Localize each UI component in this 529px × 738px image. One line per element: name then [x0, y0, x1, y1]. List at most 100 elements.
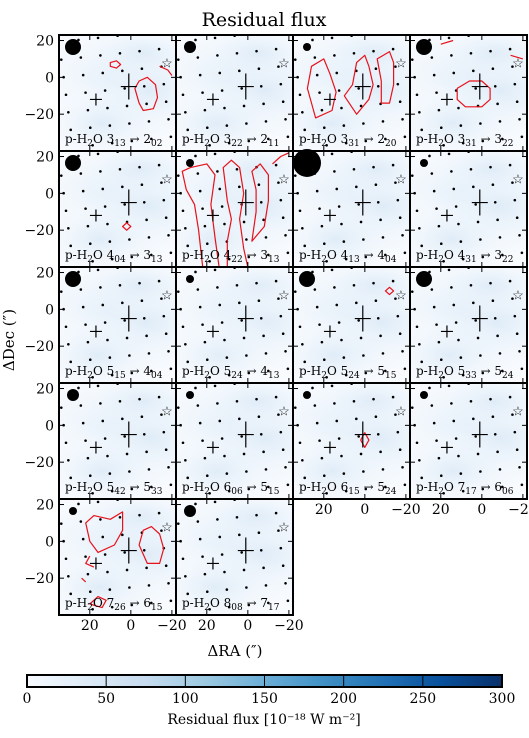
spaxel-dot [439, 358, 443, 362]
residual-blob [308, 151, 410, 203]
spaxel-dot [432, 189, 436, 193]
contour-set [109, 60, 173, 112]
contour-set [360, 432, 370, 448]
spaxel-dot [96, 152, 100, 156]
spaxel-dot [520, 483, 524, 487]
spaxel-dot [167, 581, 170, 585]
spaxel-dot [194, 154, 197, 158]
beam-size [420, 391, 428, 399]
transition-label: p-H2O 404 → 313 [65, 248, 163, 265]
spaxel-dot [84, 207, 87, 210]
spaxel-dot [374, 415, 378, 419]
spaxel-dot [138, 165, 141, 169]
spaxel-dot [513, 430, 517, 434]
spaxel-dot [344, 489, 348, 493]
spaxel-dot [108, 588, 112, 591]
spaxel-dot [518, 349, 521, 353]
spaxel-dot [203, 108, 207, 112]
x-tick-label: 20 [81, 618, 99, 634]
spaxel-dot [118, 51, 122, 55]
spaxel-dot [242, 568, 246, 572]
secondary-cross [440, 93, 453, 106]
spaxel-dot [435, 439, 438, 442]
spaxel-dot [298, 209, 302, 213]
spaxel-dot [298, 441, 302, 445]
spaxel-dot [81, 189, 85, 193]
spaxel-dot [498, 236, 502, 239]
spaxel-dot [491, 299, 495, 303]
colorbar-label: Residual flux [10⁻¹⁸ W m⁻²] [167, 712, 360, 728]
transition-label: p-H2O 606 → 515 [182, 480, 280, 497]
contour-line [159, 65, 173, 76]
y-tick-label: −20 [24, 107, 54, 123]
spaxel-dot [67, 342, 70, 346]
secondary-cross [89, 557, 102, 570]
source-cross [354, 189, 371, 216]
panel: ☆ p-H2O 515 → 404 20 0 −20 [24, 266, 177, 384]
beam-size [186, 275, 194, 283]
spaxel-dot [293, 290, 297, 293]
spaxel-dot [123, 87, 126, 90]
spaxel-dot [277, 529, 280, 532]
spaxel-dot [301, 342, 304, 346]
spaxel-grid [59, 151, 173, 263]
spaxel-dot [227, 373, 231, 377]
spaxel-dot [481, 255, 485, 259]
transition-label: p-H2O 615 → 524 [299, 480, 397, 497]
spaxel-dot [147, 584, 151, 587]
spaxel-dot [157, 47, 161, 51]
spaxel-dot [481, 139, 485, 143]
spaxel-dot [337, 89, 341, 92]
spaxel-dot [125, 568, 129, 572]
spaxel-dot [205, 474, 209, 478]
residual-blob [423, 151, 527, 203]
spaxel-dot [91, 259, 94, 263]
spaxel-dot [418, 226, 421, 230]
spaxel-dot [372, 165, 375, 169]
spaxel-dot [164, 332, 168, 336]
spaxel-dot [208, 259, 211, 263]
panel: ☆ p-H2O 606 → 515 [175, 382, 294, 500]
spaxel-dot [335, 303, 339, 307]
spaxel-dot [511, 297, 514, 300]
spaxel-grid [59, 499, 173, 611]
spaxel-dot [257, 531, 261, 535]
spaxel-dot [277, 297, 280, 300]
secondary-cross [206, 209, 219, 222]
spaxel-dot [240, 435, 243, 438]
spaxel-dot [520, 135, 524, 139]
spaxel-dot [362, 354, 365, 357]
spaxel-dot [496, 218, 499, 222]
spaxel-dot [286, 367, 290, 371]
spaxel-dot [106, 454, 109, 458]
residual-blob [189, 383, 293, 435]
transition-label: p-H2O 313 → 202 [65, 132, 162, 149]
panel-ticks [293, 151, 410, 267]
spaxel-dot [432, 421, 436, 425]
spaxel-grid [176, 151, 290, 263]
spaxel-dot [167, 349, 170, 353]
spaxel-dot [227, 141, 231, 145]
spaxel-dot [362, 238, 365, 241]
spaxel-dot [506, 30, 509, 33]
source-cross [237, 537, 254, 564]
spaxel-dot [201, 439, 204, 442]
spaxel-dot [142, 200, 146, 204]
panel: ☆ p-H2O 726 → 615 20 0 −20 20 0 −20 [24, 498, 186, 634]
spaxel-dot [69, 592, 73, 596]
star-marker: ☆ [512, 173, 524, 188]
panel: ☆ p-H2O 615 → 524 20 0 −20 [292, 382, 421, 518]
spaxel-dot [181, 325, 185, 329]
spaxel-dot [320, 456, 324, 460]
spaxel-dot [186, 360, 190, 364]
spaxel-dot [469, 51, 473, 55]
secondary-cross [89, 325, 102, 338]
spaxel-dot [264, 584, 268, 587]
panel-ticks [410, 151, 527, 267]
spaxel-dot [184, 342, 187, 346]
spaxel-dot [418, 110, 421, 114]
spaxel-dot [84, 439, 87, 442]
spaxel-dot [489, 49, 492, 53]
spaxel-dot [391, 395, 395, 399]
